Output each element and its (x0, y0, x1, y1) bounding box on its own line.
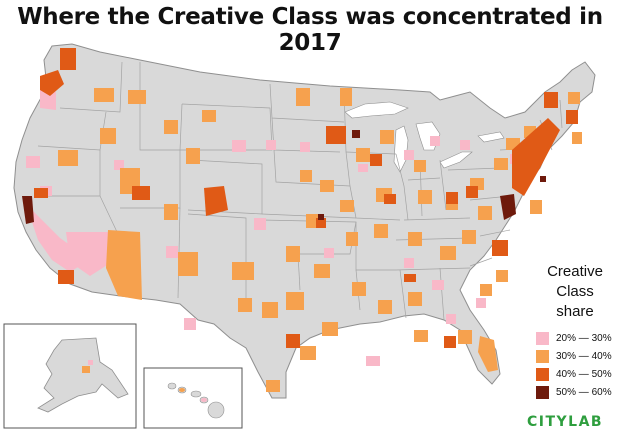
map-title: Where the Creative Class was concentrate… (17, 4, 603, 56)
citylab-logo: CITYLAB (527, 414, 604, 430)
state-borders (37, 61, 563, 321)
legend-title-line: Class (556, 283, 594, 300)
legend-label: 30% — 40% (556, 351, 612, 362)
legend-item: 20% — 30% (536, 330, 612, 347)
legend-item: 40% — 50% (536, 366, 612, 383)
hawaii-inset-frame (143, 367, 243, 429)
legend-title-line: Creative (547, 263, 603, 280)
legend-label: 20% — 30% (556, 333, 612, 344)
legend-label: 50% — 60% (556, 387, 612, 398)
legend-swatch (536, 350, 549, 363)
lake-erie (439, 151, 473, 169)
lake-superior (344, 101, 409, 119)
legend-label: 40% — 50% (556, 369, 612, 380)
legend-title: Creative Class share (530, 262, 620, 322)
alaska-shape (37, 337, 129, 413)
legend-swatch (536, 332, 549, 345)
legend-item: 30% — 40% (536, 348, 612, 365)
legend-item: 50% — 60% (536, 384, 612, 401)
legend-swatch (536, 386, 549, 399)
hawaii-islands (167, 382, 225, 419)
legend-swatch (536, 368, 549, 381)
legend-items: 20% — 30% 30% — 40% 40% — 50% 50% — 60% (536, 330, 612, 402)
legend-title-line: share (556, 303, 594, 320)
lake-ontario (477, 131, 505, 143)
metro-areas (22, 48, 582, 392)
legend: Creative Class share 20% — 30% 30% — 40%… (530, 262, 620, 399)
